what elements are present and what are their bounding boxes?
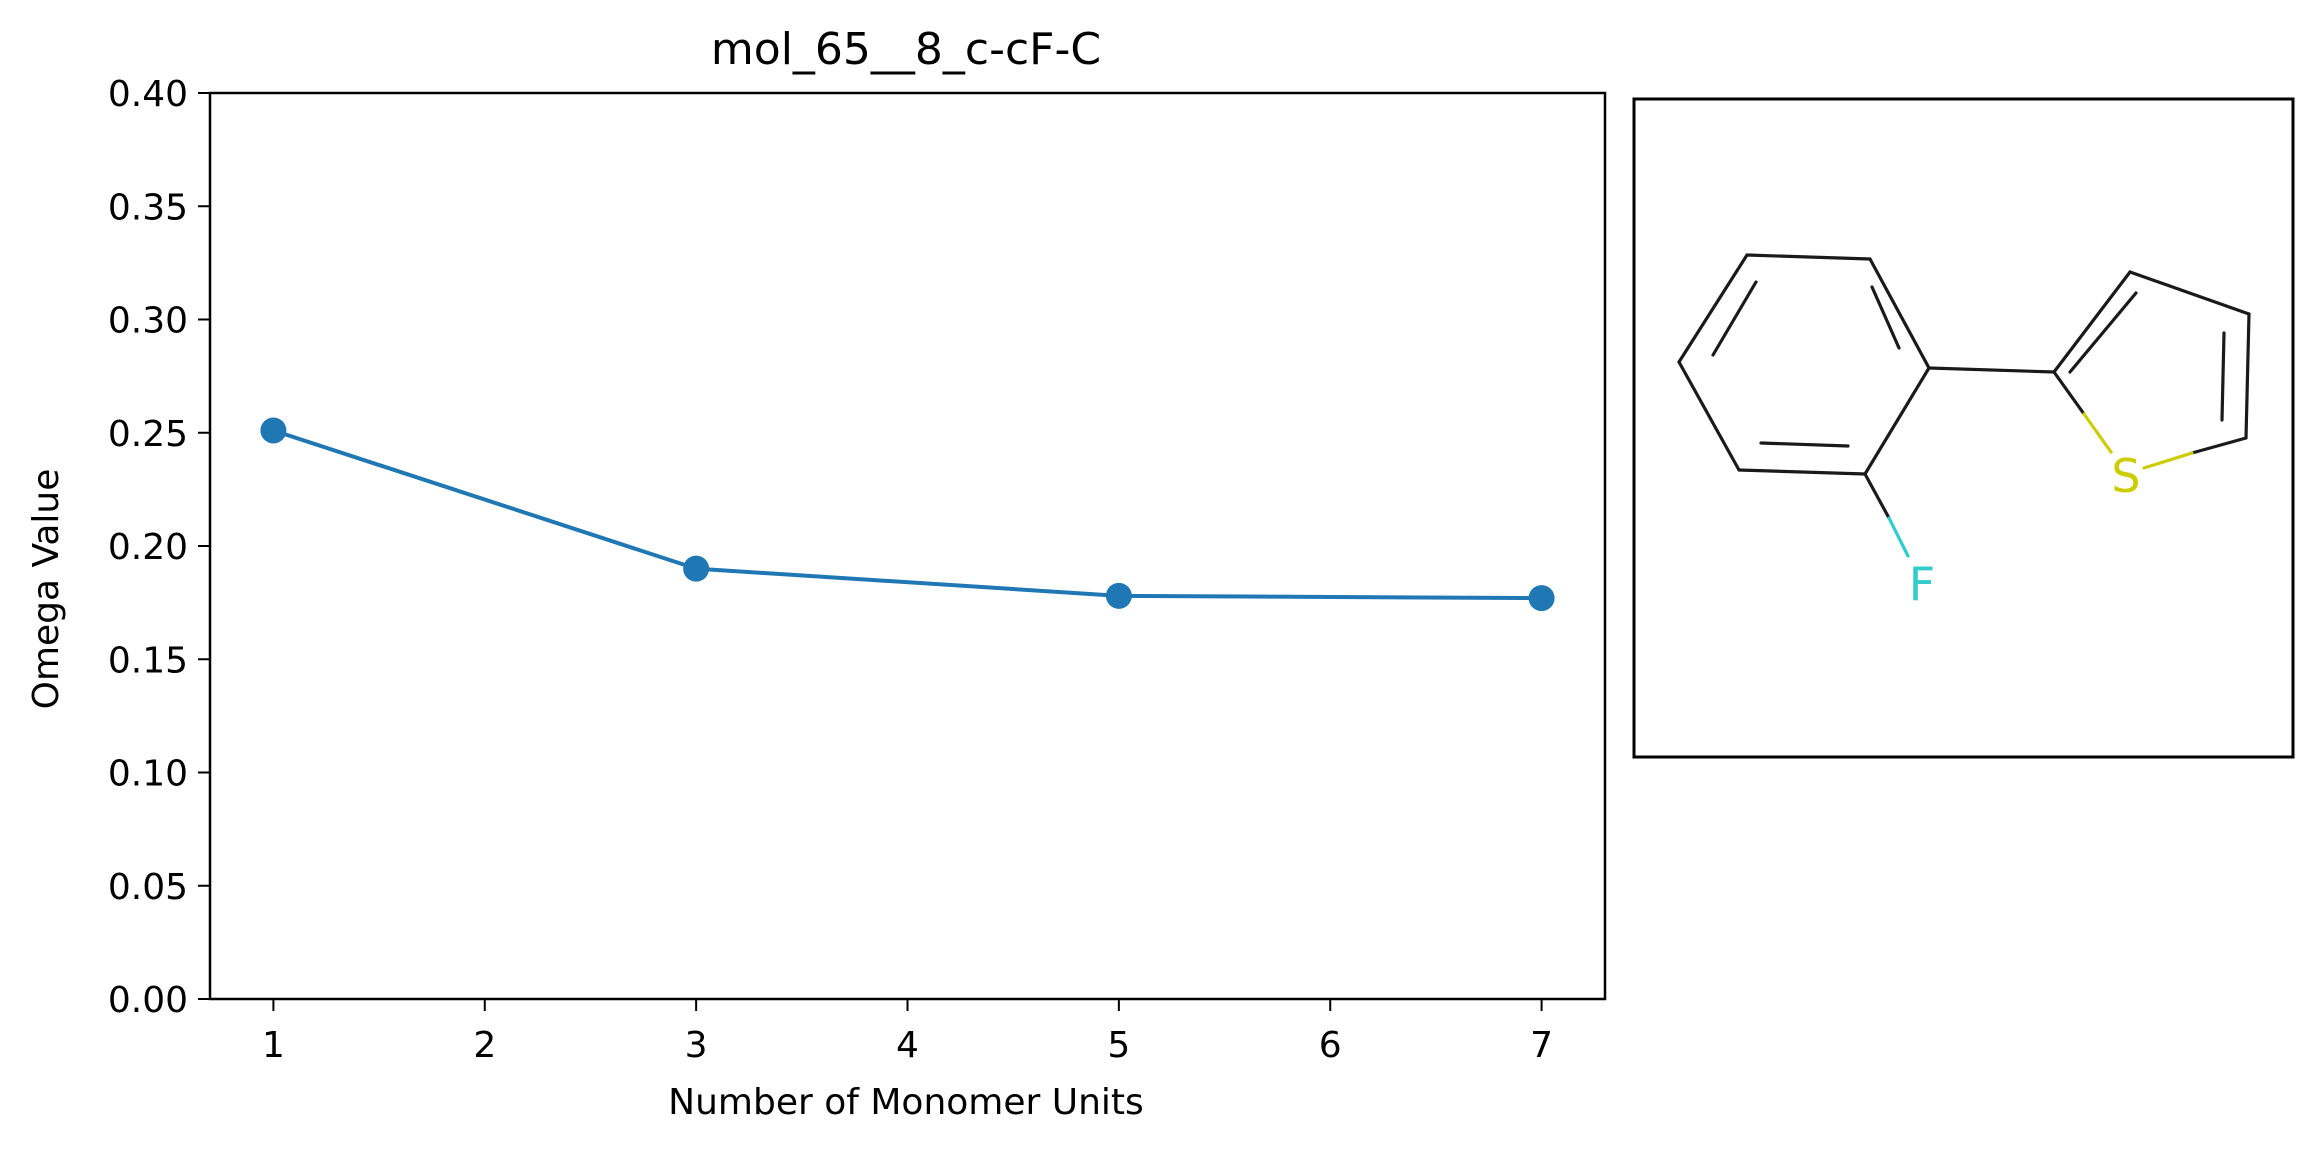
fluorine-atom-label: F [1909, 557, 1935, 611]
benzene-bond [1677, 360, 1741, 472]
chart: mol_65__8_c-cF-C 1 2 3 4 5 6 7 0.00 0.05 0.10 0.1… [26, 24, 1607, 1123]
y-axis-label: Omega Value [26, 469, 67, 710]
y-tick-label: 0.00 [108, 980, 188, 1021]
molecule-structure-image: S F [1632, 97, 2295, 759]
x-tick-label: 1 [262, 1025, 285, 1066]
y-tick-label: 0.30 [108, 301, 188, 342]
cf-bond [1863, 472, 1891, 520]
y-tick-label: 0.35 [108, 187, 188, 228]
y-tick-label: 0.10 [108, 754, 188, 795]
thiophene-bond [2244, 312, 2251, 440]
x-tick-label: 2 [473, 1025, 496, 1066]
molecule-frame [1632, 97, 2295, 759]
cf-bond-colored [1887, 516, 1910, 558]
biaryl-bond [1927, 366, 2056, 374]
axes-frame [208, 91, 1607, 1001]
thiophene-inner-bond [2068, 291, 2138, 374]
y-tick-label: 0.05 [108, 867, 188, 908]
benzene-bond [1863, 366, 1931, 476]
benzene-bond [1677, 253, 1749, 364]
cs-bond-colored [2142, 451, 2194, 470]
data-point [1105, 582, 1132, 609]
cs-bond-colored [2082, 412, 2113, 454]
benzene-bond [1868, 257, 1931, 370]
x-axis-label: Number of Monomer Units [668, 1082, 1144, 1123]
x-tick-label: 5 [1107, 1025, 1130, 1066]
thiophene-bond [2190, 436, 2248, 455]
data-point [683, 555, 710, 582]
y-tick-label: 0.20 [108, 527, 188, 568]
benzene-inner-bond [1870, 285, 1901, 350]
data-point [260, 417, 287, 444]
x-tick-label: 6 [1319, 1025, 1342, 1066]
thiophene-bond [2128, 270, 2251, 316]
thiophene-inner-bond [2220, 331, 2226, 422]
x-tick-label: 7 [1530, 1025, 1553, 1066]
series-line [272, 428, 1542, 601]
y-tick-label: 0.25 [108, 414, 188, 455]
y-axis-ticks: 0.00 0.05 0.10 0.15 0.20 0.25 0.30 0.35 0.40 [108, 74, 210, 1021]
data-point [1528, 585, 1555, 612]
series-layer [260, 417, 1555, 612]
chart-title: mol_65__8_c-cF-C [711, 24, 1101, 75]
x-tick-label: 4 [896, 1025, 919, 1066]
benzene-bond [1745, 253, 1872, 261]
thiophene-bond [2052, 370, 2086, 416]
benzene-bond [1737, 468, 1867, 476]
benzene-inner-bond [1759, 441, 1850, 448]
y-tick-label: 0.40 [108, 74, 188, 115]
y-tick-label: 0.15 [108, 640, 188, 681]
benzene-inner-bond [1711, 280, 1758, 357]
plot-area [208, 91, 1607, 1001]
molecule-bonds [1677, 253, 2251, 520]
x-tick-label: 3 [685, 1025, 708, 1066]
sulfur-atom-label: S [2111, 449, 2140, 503]
thiophene-bond [2052, 270, 2132, 374]
x-axis-ticks: 1 2 3 4 5 6 7 [262, 999, 1553, 1066]
